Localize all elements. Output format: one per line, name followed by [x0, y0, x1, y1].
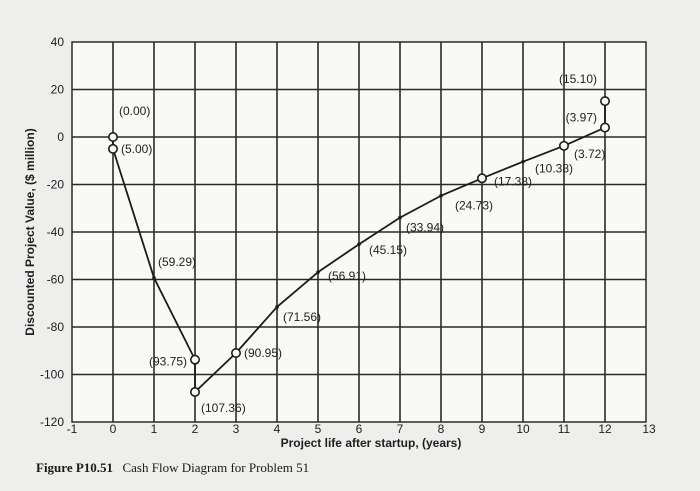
data-label: (3.72) [574, 147, 605, 161]
data-label: (15.10) [559, 72, 597, 86]
y-tick-label: -120 [40, 415, 64, 429]
data-point [521, 159, 525, 164]
data-point [275, 305, 279, 309]
x-tick-label: 1 [151, 422, 158, 436]
data-label: (10.38) [535, 162, 573, 176]
x-tick-label: 12 [598, 422, 612, 436]
data-label: (24.73) [455, 199, 493, 213]
data-point-marker [599, 122, 610, 133]
data-point-marker [108, 132, 119, 143]
data-point [357, 242, 361, 247]
x-tick-label: 8 [438, 422, 445, 436]
y-tick-label: -100 [40, 368, 64, 382]
data-point-marker [599, 96, 610, 107]
y-tick-label: 40 [51, 35, 65, 49]
x-tick-label: 2 [192, 422, 199, 436]
grid-lines [72, 42, 646, 422]
data-label: (107.36) [201, 401, 246, 415]
data-line-layer [112, 101, 606, 393]
data-label: (33.94) [406, 221, 444, 235]
y-tick-label: -60 [47, 273, 65, 287]
data-label: (0.00) [119, 104, 150, 118]
data-marker-layer [108, 96, 610, 397]
x-tick-label: 5 [315, 422, 322, 436]
data-label: (56.91) [328, 269, 366, 283]
data-point-marker [558, 140, 569, 151]
y-tick-label: -40 [47, 225, 65, 239]
x-axis-label: Project life after startup, (years) [281, 436, 462, 450]
data-label: (93.75) [149, 355, 187, 369]
data-label-layer: (0.00) (5.00) (59.29) (93.75) (107.36) (90.95… [119, 72, 605, 415]
data-point [398, 215, 402, 220]
x-tick-label: 4 [274, 422, 281, 436]
y-axis-label: Discounted Project Value, ($ million) [23, 128, 37, 335]
data-label: (5.00) [121, 142, 152, 156]
data-point [316, 270, 320, 274]
x-tick-label: 13 [642, 422, 656, 436]
data-point-marker [476, 173, 487, 184]
x-tick-label: 0 [110, 422, 117, 436]
caption-text: Cash Flow Diagram for Problem 51 [122, 460, 309, 475]
y-tick-label: -80 [47, 320, 65, 334]
data-line [112, 101, 606, 393]
data-point-marker [231, 348, 242, 359]
caption-label: Figure P10.51 [36, 460, 113, 475]
data-label: (90.95) [244, 346, 282, 360]
data-label: (45.15) [369, 243, 407, 257]
data-label: (17.38) [494, 174, 532, 188]
data-point-marker [108, 143, 119, 154]
y-tick-label: 0 [57, 130, 64, 144]
x-tick-label: 11 [558, 422, 571, 436]
y-tick-label: 20 [51, 83, 65, 97]
data-point-marker [190, 386, 201, 397]
data-point [439, 193, 443, 198]
x-tick-label: 9 [479, 422, 486, 436]
figure-caption: Figure P10.51 Cash Flow Diagram for Prob… [36, 459, 309, 476]
x-tick-label: 10 [516, 422, 530, 436]
data-label: (59.29) [158, 255, 196, 269]
data-label: (71.56) [283, 310, 321, 324]
x-tick-label: -1 [67, 422, 78, 436]
x-tick-label: 3 [233, 422, 240, 436]
data-point-marker [190, 354, 201, 365]
y-tick-label: -20 [47, 178, 65, 192]
data-point [152, 276, 156, 280]
x-tick-label: 6 [356, 422, 363, 436]
data-label: (3.97) [566, 111, 597, 125]
x-tick-label: 7 [397, 422, 404, 436]
